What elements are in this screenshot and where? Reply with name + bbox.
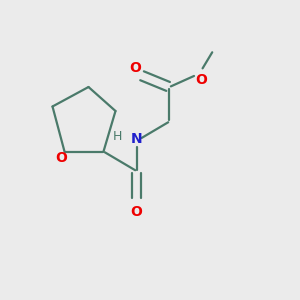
Text: N: N xyxy=(131,132,142,145)
Text: O: O xyxy=(129,61,141,74)
Text: O: O xyxy=(130,205,142,218)
Text: H: H xyxy=(112,130,122,143)
Text: O: O xyxy=(56,151,68,165)
Text: O: O xyxy=(195,73,207,87)
